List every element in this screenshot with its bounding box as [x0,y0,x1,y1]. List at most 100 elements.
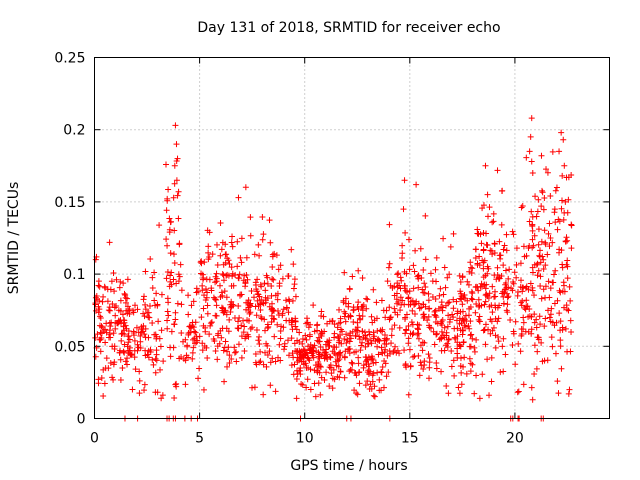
data-point [399,297,406,304]
data-point [482,162,489,169]
data-point [102,326,109,333]
data-point [98,375,105,382]
data-point [259,214,266,221]
data-point [109,374,116,381]
data-point [379,349,386,356]
data-point [492,344,499,351]
data-point [176,240,183,247]
data-point [378,344,385,351]
data-point [537,321,544,328]
data-point [275,266,282,273]
data-point [189,336,196,343]
x-tick-label: 15 [401,431,419,447]
data-point [538,339,545,346]
data-point [457,327,464,334]
data-point [243,254,250,261]
data-point [327,354,334,361]
data-point [414,273,421,280]
data-point [271,333,278,340]
data-point [507,317,514,324]
data-point [534,260,541,267]
data-point [96,283,103,290]
data-point [472,254,479,261]
data-point [280,306,287,313]
data-point [105,307,112,314]
data-point [472,309,479,316]
data-point [390,349,397,356]
data-point [527,133,534,140]
data-point [203,294,210,301]
data-point [406,346,413,353]
data-point [415,335,422,342]
data-point [268,292,275,299]
data-point [119,311,126,318]
data-point [117,278,124,285]
data-point [220,347,227,354]
data-point [355,354,362,361]
data-point [115,317,122,324]
data-point [430,328,437,335]
data-point [450,296,457,303]
data-point [175,215,182,222]
data-point [152,331,159,338]
data-point [337,331,344,338]
data-point [111,288,118,295]
data-point [303,320,310,327]
data-point [495,275,502,282]
data-point [212,348,219,355]
data-point [482,321,489,328]
data-point [122,292,129,299]
data-point [445,335,452,342]
data-point [174,155,181,162]
data-point [222,251,229,258]
data-point [334,324,341,331]
data-point [498,221,505,228]
data-point [380,384,387,391]
data-point [173,280,180,287]
data-point [456,315,463,322]
data-point [541,357,548,364]
data-point [376,376,383,383]
data-point [202,285,209,292]
data-point [247,300,254,307]
data-point [356,336,363,343]
data-point [290,285,297,292]
data-point [422,284,429,291]
data-point [355,360,362,367]
data-point [568,221,575,228]
data-point [325,343,332,350]
data-point [243,306,250,313]
data-point [468,331,475,338]
data-point [468,295,475,302]
data-point [433,278,440,285]
data-point [131,354,138,361]
data-point [347,330,354,337]
data-point [98,330,105,337]
data-point [208,319,215,326]
data-point [164,295,171,302]
data-point [208,287,215,294]
data-point [538,203,545,210]
data-point [235,194,242,201]
data-point [402,314,409,321]
data-point [243,272,250,279]
data-point [450,357,457,364]
data-point [197,259,204,266]
data-point [492,315,499,322]
data-point [491,240,498,247]
data-point [432,296,439,303]
data-points [92,115,575,422]
data-point [407,330,414,337]
data-point [333,362,340,369]
data-point [201,342,208,349]
data-point [126,344,133,351]
data-point [234,238,241,245]
data-point [305,355,312,362]
data-point [421,280,428,287]
data-point [443,382,450,389]
data-point [164,269,171,276]
data-point [268,318,275,325]
data-point [192,329,199,336]
data-point [457,279,464,286]
data-point [116,284,123,291]
